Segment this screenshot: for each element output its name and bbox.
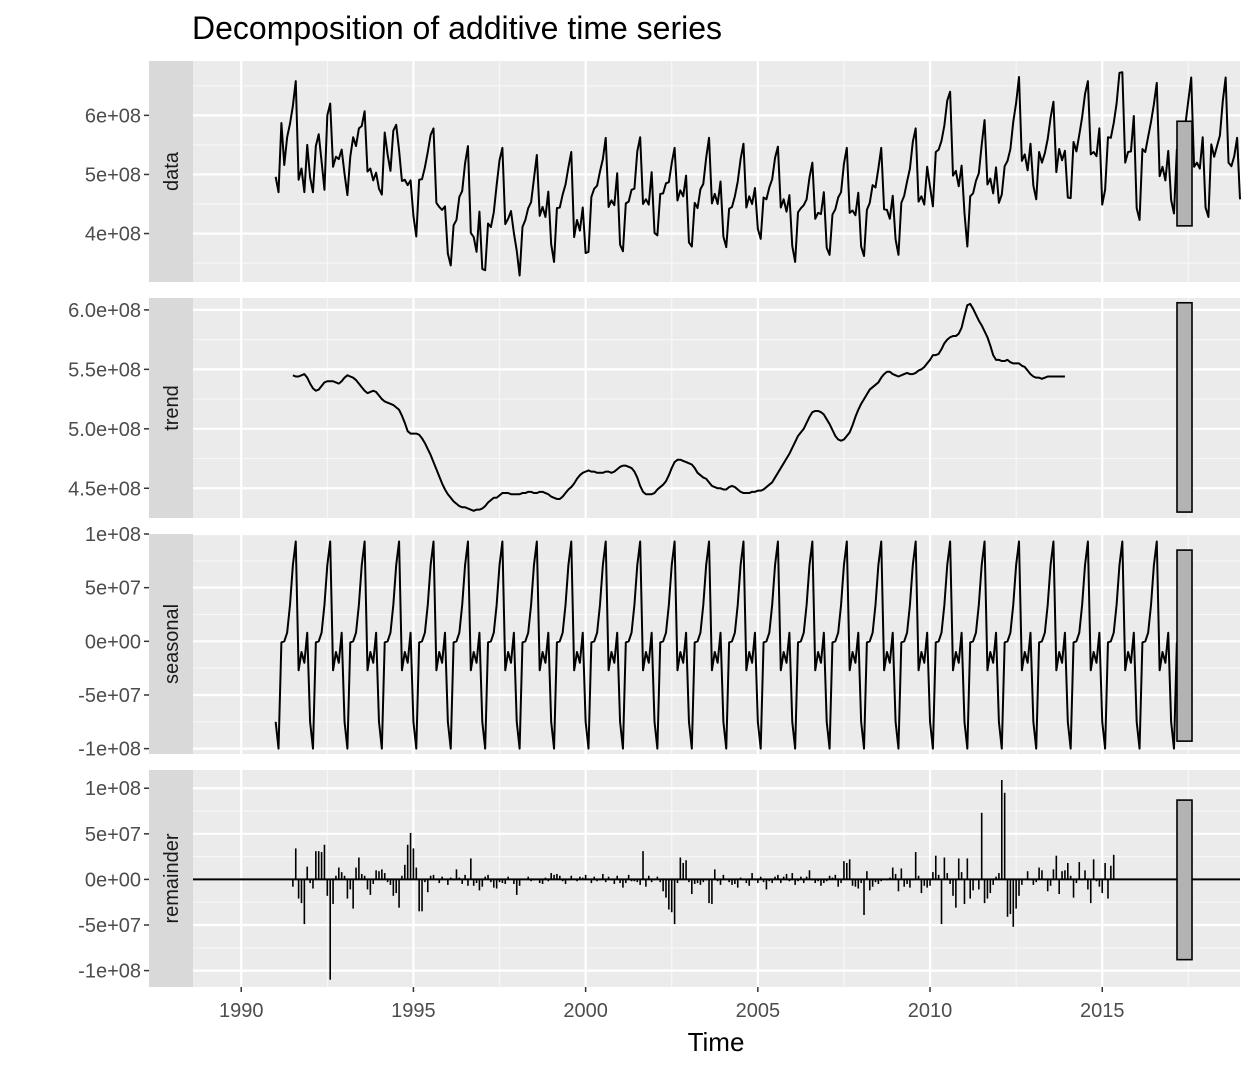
strip-remainder [149,770,193,987]
range-bar-trend [1176,301,1193,513]
chart-title: Decomposition of additive time series [192,10,722,46]
x-axis-title: Time [688,1027,745,1057]
y-tick-label: 5e+07 [85,824,141,846]
series-line-trend [292,302,1065,512]
y-tick-label: -5e+07 [78,685,141,707]
y-tick-label: -1e+08 [78,739,141,761]
strip-label-data: data [161,151,183,191]
strip-trend [149,298,193,518]
strip-data [149,61,193,282]
y-tick-label: -5e+07 [78,915,141,937]
y-tick-label: 4e+08 [85,224,141,246]
series-line-seasonal [274,540,1178,750]
strip-label-seasonal: seasonal [161,604,183,684]
y-tick-label: 4.5e+08 [68,478,141,500]
y-tick-label: 6e+08 [85,105,141,127]
x-tick-label: 2005 [736,1000,781,1022]
x-tick-label: 1995 [391,1000,436,1022]
panels-layer: data 4e+08 5e+08 6e+08 trend 4.5e+08 5.0e+08 5.… [68,61,1241,987]
range-bar-data [1176,120,1193,227]
range-bar-seasonal [1176,549,1193,742]
x-tick-label: 2015 [1080,1000,1125,1022]
range-bar-remainder [1176,799,1193,961]
x-tick-label: 1990 [219,1000,264,1022]
strip-label-trend: trend [161,385,183,431]
y-tick-label: 5e+08 [85,164,141,186]
y-tick-label: 5.0e+08 [68,419,141,441]
y-tick-label: 1e+08 [85,524,141,546]
series-line-data [274,71,1241,277]
y-tick-label: -1e+08 [78,961,141,983]
y-tick-label: 1e+08 [85,778,141,800]
panel-seasonal: seasonal -1e+08 -5e+07 0e+00 5e+07 1e+08 [78,524,1240,761]
x-axis: 1990 1995 2000 2005 2010 2015 [219,987,1125,1022]
y-tick-label: 5e+07 [85,578,141,600]
y-tick-label: 6.0e+08 [68,300,141,322]
panel-trend: trend 4.5e+08 5.0e+08 5.5e+08 6.0e+08 [68,298,1240,518]
y-tick-label: 5.5e+08 [68,359,141,381]
panel-background [193,298,1240,518]
strip-seasonal [149,534,193,754]
strip-label-remainder: remainder [161,833,183,923]
panel-remainder: remainder -1e+08 -5e+07 0e+00 5e+07 1e+08 [78,770,1240,987]
y-tick-label: 0e+00 [85,631,141,653]
y-tick-label: 0e+00 [85,869,141,891]
x-tick-label: 2010 [908,1000,953,1022]
x-tick-label: 2000 [563,1000,608,1022]
panel-data: data 4e+08 5e+08 6e+08 [85,61,1241,282]
